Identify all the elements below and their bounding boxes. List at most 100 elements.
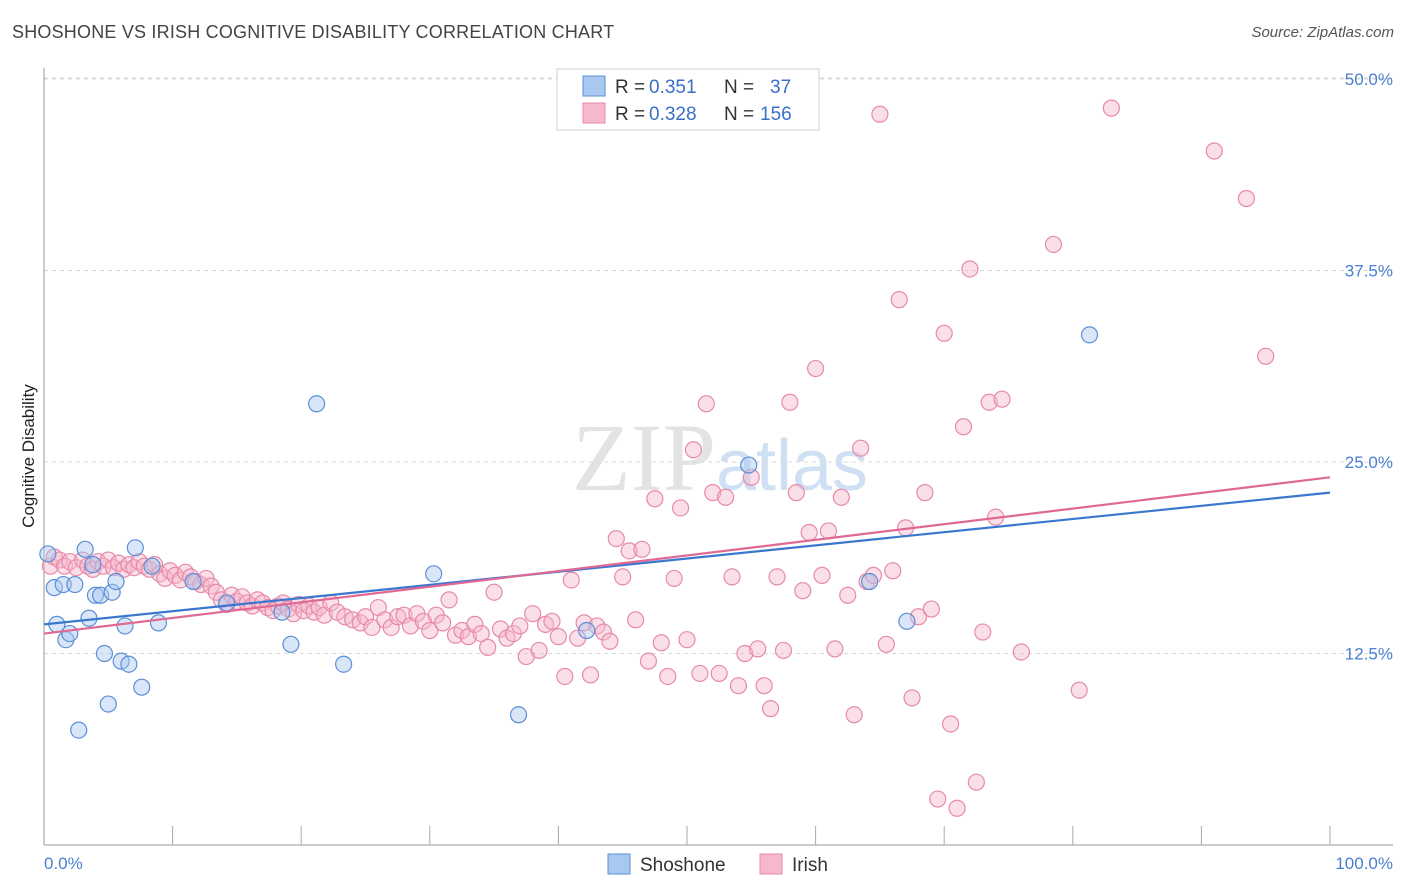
- irish-point-164: [1237, 189, 1256, 208]
- irish-point-86: [530, 641, 548, 660]
- irish-point-160: [1044, 235, 1063, 254]
- irish-point-4: [61, 552, 79, 571]
- irish-point-106: [659, 667, 677, 686]
- irish-point-124: [774, 641, 793, 660]
- trendlines: [43, 476, 1331, 635]
- irish-point-76: [466, 615, 484, 633]
- irish-point-152: [954, 418, 973, 436]
- legend-r-value-1: 0.328: [649, 104, 697, 125]
- irish-point-162: [1102, 99, 1120, 117]
- irish-point-88: [543, 612, 561, 630]
- irish-point-142: [890, 291, 908, 309]
- irish-point-128: [800, 523, 818, 542]
- irish-point-135: [845, 706, 863, 724]
- irish-point-96: [594, 623, 613, 641]
- shoshone-point-24: [184, 572, 202, 591]
- irish-point-101: [626, 611, 645, 629]
- chart-title: SHOSHONE VS IRISH COGNITIVE DISABILITY C…: [12, 22, 615, 42]
- irish-point-89: [549, 628, 568, 646]
- irish-point-94: [581, 666, 600, 684]
- irish-point-130: [813, 566, 831, 584]
- irish-point-159: [1012, 643, 1030, 661]
- x-tick-label-max: 100.0%: [1335, 854, 1393, 873]
- irish-point-105: [652, 634, 670, 652]
- shoshone-point-28: [308, 395, 326, 413]
- legend-r-label-0: R =: [615, 77, 645, 98]
- shoshone-point-8: [76, 540, 94, 558]
- legend-n-label-0: N =: [724, 77, 754, 98]
- irish-point-114: [710, 664, 728, 683]
- irish-point-141: [884, 562, 902, 580]
- y-tick-label-2: 37.5%: [1345, 262, 1393, 281]
- irish-point-102: [633, 540, 651, 558]
- irish-point-59: [356, 608, 375, 626]
- shoshone-point-36: [1080, 326, 1099, 344]
- irish-point-99: [614, 568, 632, 586]
- irish-point-139: [871, 105, 889, 123]
- irish-point-153: [961, 260, 979, 278]
- shoshone-point-27: [282, 635, 300, 653]
- y-tick-label-1: 25.0%: [1345, 453, 1393, 472]
- irish-point-103: [639, 652, 658, 670]
- irish-point-150: [942, 715, 960, 733]
- irish-point-165: [1257, 347, 1275, 365]
- irish-point-97: [601, 632, 619, 650]
- legend-n-value-0: 37: [770, 77, 791, 98]
- bottom-legend: Shoshone Irish: [607, 853, 828, 876]
- irish-point-112: [697, 395, 715, 413]
- irish-point-116: [723, 568, 741, 586]
- irish-point-163: [1205, 142, 1223, 160]
- shoshone-point-25: [218, 594, 236, 612]
- irish-point-72: [440, 591, 458, 609]
- bottom-legend-swatch-irish: [759, 853, 783, 875]
- shoshone-point-30: [425, 565, 443, 583]
- shoshone-point-18: [116, 617, 134, 635]
- irish-point-60: [363, 618, 381, 637]
- irish-point-118: [736, 644, 754, 663]
- irish-point-151: [948, 799, 966, 817]
- irish-point-95: [588, 617, 606, 635]
- legend-r-value-0: 0.351: [649, 77, 697, 98]
- y-tick-label-0: 12.5%: [1345, 645, 1393, 664]
- irish-point-133: [832, 488, 850, 506]
- legend-swatch-shoshone: [582, 75, 606, 97]
- irish-point-120: [749, 640, 767, 658]
- legend-n-label-1: N =: [724, 104, 754, 125]
- shoshone-point-26: [273, 603, 291, 621]
- legend-swatch-irish: [582, 102, 606, 124]
- irish-point-113: [704, 484, 722, 502]
- shoshone-point-10: [84, 556, 102, 574]
- gridlines: [44, 77, 1393, 654]
- irish-point-71: [434, 614, 452, 632]
- irish-point-158: [993, 390, 1011, 408]
- legend: R = 0.351 N = 37 R = 0.328 N = 156: [556, 68, 820, 131]
- irish-point-154: [967, 773, 985, 791]
- shoshone-point-23: [149, 614, 168, 632]
- x-tick-label-min: 0.0%: [44, 854, 83, 873]
- irish-point-65: [395, 606, 413, 624]
- shoshone-point-19: [120, 655, 138, 673]
- shoshone-points: [39, 326, 1099, 739]
- irish-point-79: [485, 583, 503, 601]
- irish-point-78: [479, 638, 497, 656]
- irish-point-115: [716, 488, 735, 506]
- legend-r-label-1: R =: [615, 104, 645, 125]
- irish-point-51: [305, 603, 323, 621]
- shoshone-point-21: [133, 678, 151, 696]
- irish-point-109: [678, 631, 696, 649]
- shoshone-point-13: [95, 644, 114, 663]
- irish-point-85: [524, 605, 542, 623]
- shoshone-point-32: [578, 621, 596, 640]
- irish-point-161: [1070, 681, 1088, 699]
- shoshone-point-31: [509, 706, 528, 724]
- irish-trendline: [43, 476, 1331, 635]
- irish-point-111: [691, 664, 709, 683]
- irish-point-123: [768, 568, 786, 586]
- x-ticks: [172, 826, 1331, 845]
- irish-point-136: [852, 439, 870, 457]
- irish-point-129: [806, 359, 825, 378]
- irish-point-122: [761, 700, 780, 718]
- irish-point-126: [787, 484, 805, 502]
- irish-point-107: [665, 569, 683, 588]
